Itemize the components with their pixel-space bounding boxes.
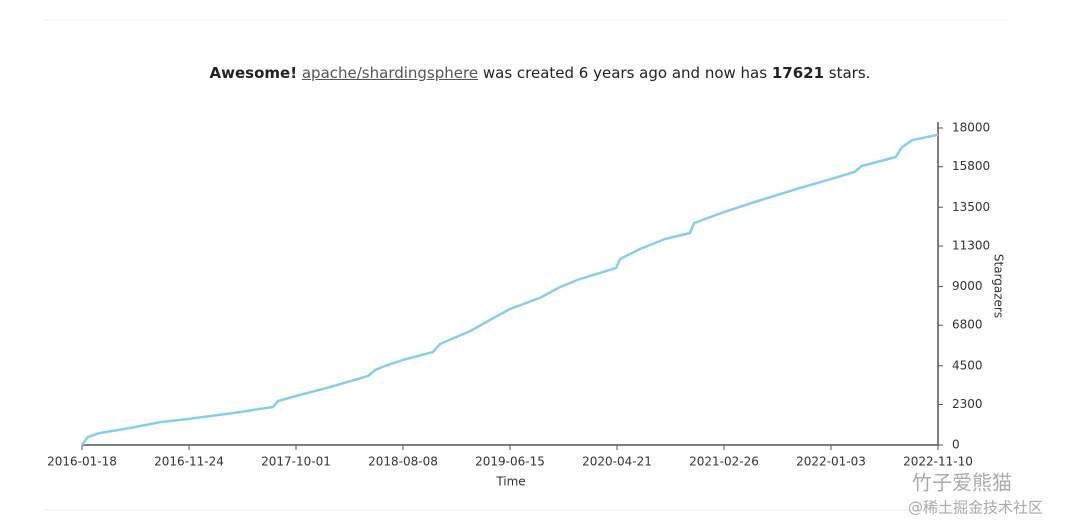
y-tick-label: 13500 <box>952 200 990 214</box>
x-tick-label: 2016-01-18 <box>47 455 117 469</box>
x-tick-label: 2022-11-10 <box>903 455 973 469</box>
headline-unit: stars. <box>828 64 871 82</box>
headline: Awesome! apache/shardingsphere was creat… <box>0 64 1080 82</box>
x-tick-label: 2017-10-01 <box>261 455 331 469</box>
watermark: 竹子爱熊猫 <box>912 471 1012 495</box>
headline-text: was created 6 years ago and now has <box>482 64 768 82</box>
lead: Awesome! <box>209 64 298 82</box>
x-tick-label: 2020-04-21 <box>582 455 652 469</box>
y-tick-label: 6800 <box>952 318 983 332</box>
star-count: 17621 <box>771 64 825 82</box>
y-axis-label: Stargazers <box>992 254 1006 318</box>
repo-link[interactable]: apache/shardingsphere <box>301 64 479 82</box>
y-tick-label: 9000 <box>952 279 983 293</box>
x-tick-label: 2021-02-26 <box>689 455 759 469</box>
y-tick-label: 0 <box>952 438 960 452</box>
y-tick-label: 15800 <box>952 159 990 173</box>
y-tick-label: 2300 <box>952 397 983 411</box>
y-tick-label: 18000 <box>952 121 990 135</box>
y-tick-label: 11300 <box>952 238 990 252</box>
x-tick-label: 2022-01-03 <box>796 455 866 469</box>
x-tick-label: 2019-06-15 <box>475 455 545 469</box>
y-tick-label: 4500 <box>952 358 983 372</box>
x-tick-label: 2018-08-08 <box>368 455 438 469</box>
line <box>80 133 939 446</box>
watermark: @稀土掘金技术社区 <box>908 499 1043 517</box>
x-axis-label: Time <box>495 475 525 489</box>
x-tick-label: 2016-11-24 <box>154 455 224 469</box>
